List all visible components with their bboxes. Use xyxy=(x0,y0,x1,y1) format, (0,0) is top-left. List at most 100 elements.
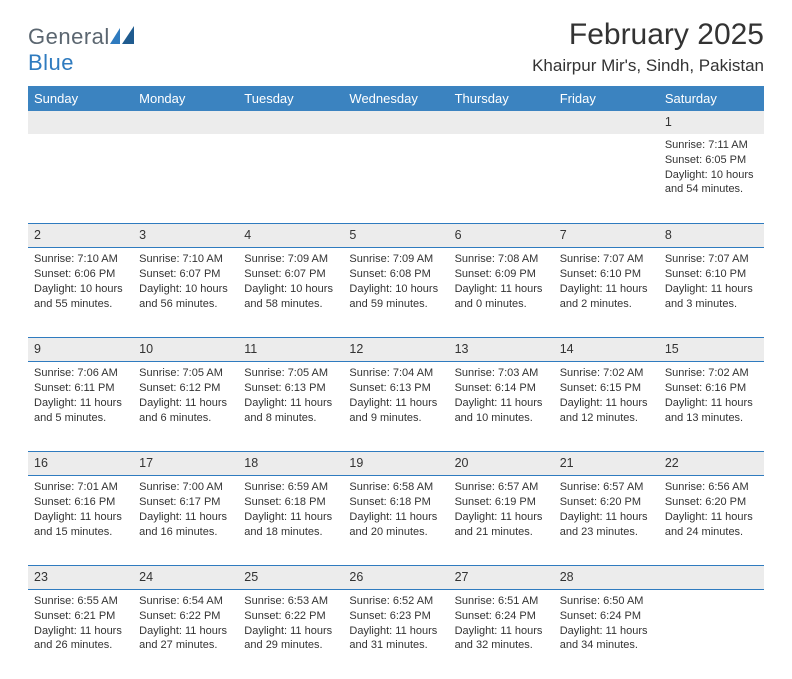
sun-info-line: Sunrise: 7:05 AM xyxy=(244,366,337,381)
sun-info: Sunrise: 7:02 AMSunset: 6:15 PMDaylight:… xyxy=(560,366,653,425)
sun-info-line: Sunrise: 6:53 AM xyxy=(244,594,337,609)
sun-info-line: Sunrise: 7:03 AM xyxy=(455,366,548,381)
day-detail-cell xyxy=(449,134,554,224)
sun-info-line: Daylight: 11 hours and 32 minutes. xyxy=(455,624,548,654)
sun-info-line: Sunset: 6:17 PM xyxy=(139,495,232,510)
sun-info-line: Daylight: 11 hours and 9 minutes. xyxy=(349,396,442,426)
day-number-cell: 3 xyxy=(133,224,238,248)
sun-info-line: Daylight: 11 hours and 18 minutes. xyxy=(244,510,337,540)
day-number-cell: 13 xyxy=(449,338,554,362)
day-number-cell: 10 xyxy=(133,338,238,362)
day-detail-cell: Sunrise: 7:05 AMSunset: 6:12 PMDaylight:… xyxy=(133,362,238,452)
day-detail-cell: Sunrise: 7:10 AMSunset: 6:06 PMDaylight:… xyxy=(28,248,133,338)
sun-info: Sunrise: 7:07 AMSunset: 6:10 PMDaylight:… xyxy=(665,252,758,311)
day-number-cell: 1 xyxy=(659,111,764,134)
sun-info-line: Sunset: 6:08 PM xyxy=(349,267,442,282)
sun-info-line: Sunrise: 7:10 AM xyxy=(34,252,127,267)
sun-info: Sunrise: 7:05 AMSunset: 6:12 PMDaylight:… xyxy=(139,366,232,425)
weekday-header: Wednesday xyxy=(343,86,448,111)
sun-info: Sunrise: 6:53 AMSunset: 6:22 PMDaylight:… xyxy=(244,594,337,653)
sun-info-line: Sunrise: 7:09 AM xyxy=(349,252,442,267)
day-number-row: 1 xyxy=(28,111,764,134)
day-detail-cell: Sunrise: 6:59 AMSunset: 6:18 PMDaylight:… xyxy=(238,476,343,566)
day-number-row: 2345678 xyxy=(28,224,764,248)
sun-info-line: Sunset: 6:18 PM xyxy=(244,495,337,510)
sun-info-line: Daylight: 11 hours and 0 minutes. xyxy=(455,282,548,312)
sun-info: Sunrise: 6:59 AMSunset: 6:18 PMDaylight:… xyxy=(244,480,337,539)
day-number-cell: 15 xyxy=(659,338,764,362)
sun-info-line: Daylight: 11 hours and 31 minutes. xyxy=(349,624,442,654)
sun-info-line: Daylight: 10 hours and 58 minutes. xyxy=(244,282,337,312)
day-number-cell: 8 xyxy=(659,224,764,248)
sun-info-line: Daylight: 11 hours and 12 minutes. xyxy=(560,396,653,426)
day-detail-row: Sunrise: 7:11 AMSunset: 6:05 PMDaylight:… xyxy=(28,134,764,224)
sun-info: Sunrise: 6:52 AMSunset: 6:23 PMDaylight:… xyxy=(349,594,442,653)
day-number-cell: 21 xyxy=(554,452,659,476)
sun-info-line: Daylight: 11 hours and 34 minutes. xyxy=(560,624,653,654)
sun-info: Sunrise: 6:56 AMSunset: 6:20 PMDaylight:… xyxy=(665,480,758,539)
day-detail-cell xyxy=(238,134,343,224)
sun-info: Sunrise: 7:04 AMSunset: 6:13 PMDaylight:… xyxy=(349,366,442,425)
weekday-header: Tuesday xyxy=(238,86,343,111)
sun-info-line: Daylight: 10 hours and 54 minutes. xyxy=(665,168,758,198)
sun-info-line: Daylight: 11 hours and 27 minutes. xyxy=(139,624,232,654)
sun-info-line: Sunset: 6:13 PM xyxy=(349,381,442,396)
sun-info-line: Sunset: 6:13 PM xyxy=(244,381,337,396)
sun-info-line: Sunrise: 6:54 AM xyxy=(139,594,232,609)
sun-info-line: Sunrise: 7:09 AM xyxy=(244,252,337,267)
sun-info-line: Daylight: 11 hours and 26 minutes. xyxy=(34,624,127,654)
sun-info: Sunrise: 7:09 AMSunset: 6:07 PMDaylight:… xyxy=(244,252,337,311)
day-number-cell xyxy=(659,566,764,590)
sun-info: Sunrise: 7:02 AMSunset: 6:16 PMDaylight:… xyxy=(665,366,758,425)
sun-info-line: Sunset: 6:18 PM xyxy=(349,495,442,510)
sun-info-line: Sunset: 6:22 PM xyxy=(139,609,232,624)
header: General Blue February 2025 Khairpur Mir'… xyxy=(28,18,764,76)
day-number-cell: 12 xyxy=(343,338,448,362)
sun-info-line: Daylight: 11 hours and 2 minutes. xyxy=(560,282,653,312)
month-title: February 2025 xyxy=(532,18,764,52)
day-detail-cell: Sunrise: 6:50 AMSunset: 6:24 PMDaylight:… xyxy=(554,589,659,679)
day-detail-cell: Sunrise: 7:08 AMSunset: 6:09 PMDaylight:… xyxy=(449,248,554,338)
sun-info-line: Sunset: 6:15 PM xyxy=(560,381,653,396)
day-detail-cell: Sunrise: 7:07 AMSunset: 6:10 PMDaylight:… xyxy=(554,248,659,338)
day-number-cell: 4 xyxy=(238,224,343,248)
day-detail-cell: Sunrise: 7:02 AMSunset: 6:16 PMDaylight:… xyxy=(659,362,764,452)
day-detail-row: Sunrise: 7:06 AMSunset: 6:11 PMDaylight:… xyxy=(28,362,764,452)
day-number-cell: 20 xyxy=(449,452,554,476)
day-detail-cell xyxy=(133,134,238,224)
sun-info-line: Sunrise: 7:07 AM xyxy=(665,252,758,267)
day-detail-cell xyxy=(659,589,764,679)
weekday-header: Thursday xyxy=(449,86,554,111)
weekday-header: Monday xyxy=(133,86,238,111)
day-number-cell: 9 xyxy=(28,338,133,362)
sail-icon xyxy=(110,26,136,44)
sun-info-line: Daylight: 11 hours and 23 minutes. xyxy=(560,510,653,540)
sun-info-line: Sunrise: 6:51 AM xyxy=(455,594,548,609)
sun-info-line: Daylight: 11 hours and 8 minutes. xyxy=(244,396,337,426)
day-detail-row: Sunrise: 7:01 AMSunset: 6:16 PMDaylight:… xyxy=(28,476,764,566)
sun-info-line: Sunset: 6:07 PM xyxy=(139,267,232,282)
sun-info-line: Sunrise: 7:00 AM xyxy=(139,480,232,495)
sun-info-line: Daylight: 11 hours and 5 minutes. xyxy=(34,396,127,426)
sun-info: Sunrise: 6:50 AMSunset: 6:24 PMDaylight:… xyxy=(560,594,653,653)
sun-info-line: Sunrise: 6:59 AM xyxy=(244,480,337,495)
sun-info-line: Sunset: 6:09 PM xyxy=(455,267,548,282)
sun-info-line: Sunset: 6:12 PM xyxy=(139,381,232,396)
sun-info: Sunrise: 7:10 AMSunset: 6:06 PMDaylight:… xyxy=(34,252,127,311)
sun-info: Sunrise: 6:57 AMSunset: 6:20 PMDaylight:… xyxy=(560,480,653,539)
day-number-cell: 6 xyxy=(449,224,554,248)
weekday-header-row: SundayMondayTuesdayWednesdayThursdayFrid… xyxy=(28,86,764,111)
day-detail-row: Sunrise: 7:10 AMSunset: 6:06 PMDaylight:… xyxy=(28,248,764,338)
sun-info-line: Sunset: 6:10 PM xyxy=(560,267,653,282)
sun-info-line: Daylight: 10 hours and 55 minutes. xyxy=(34,282,127,312)
sun-info-line: Sunrise: 7:06 AM xyxy=(34,366,127,381)
day-number-cell: 23 xyxy=(28,566,133,590)
sun-info-line: Sunrise: 7:02 AM xyxy=(665,366,758,381)
day-detail-cell: Sunrise: 6:58 AMSunset: 6:18 PMDaylight:… xyxy=(343,476,448,566)
sun-info-line: Sunset: 6:16 PM xyxy=(34,495,127,510)
day-number-cell xyxy=(133,111,238,134)
day-detail-cell: Sunrise: 7:02 AMSunset: 6:15 PMDaylight:… xyxy=(554,362,659,452)
day-number-cell xyxy=(449,111,554,134)
sun-info-line: Sunrise: 7:11 AM xyxy=(665,138,758,153)
day-detail-cell: Sunrise: 7:04 AMSunset: 6:13 PMDaylight:… xyxy=(343,362,448,452)
